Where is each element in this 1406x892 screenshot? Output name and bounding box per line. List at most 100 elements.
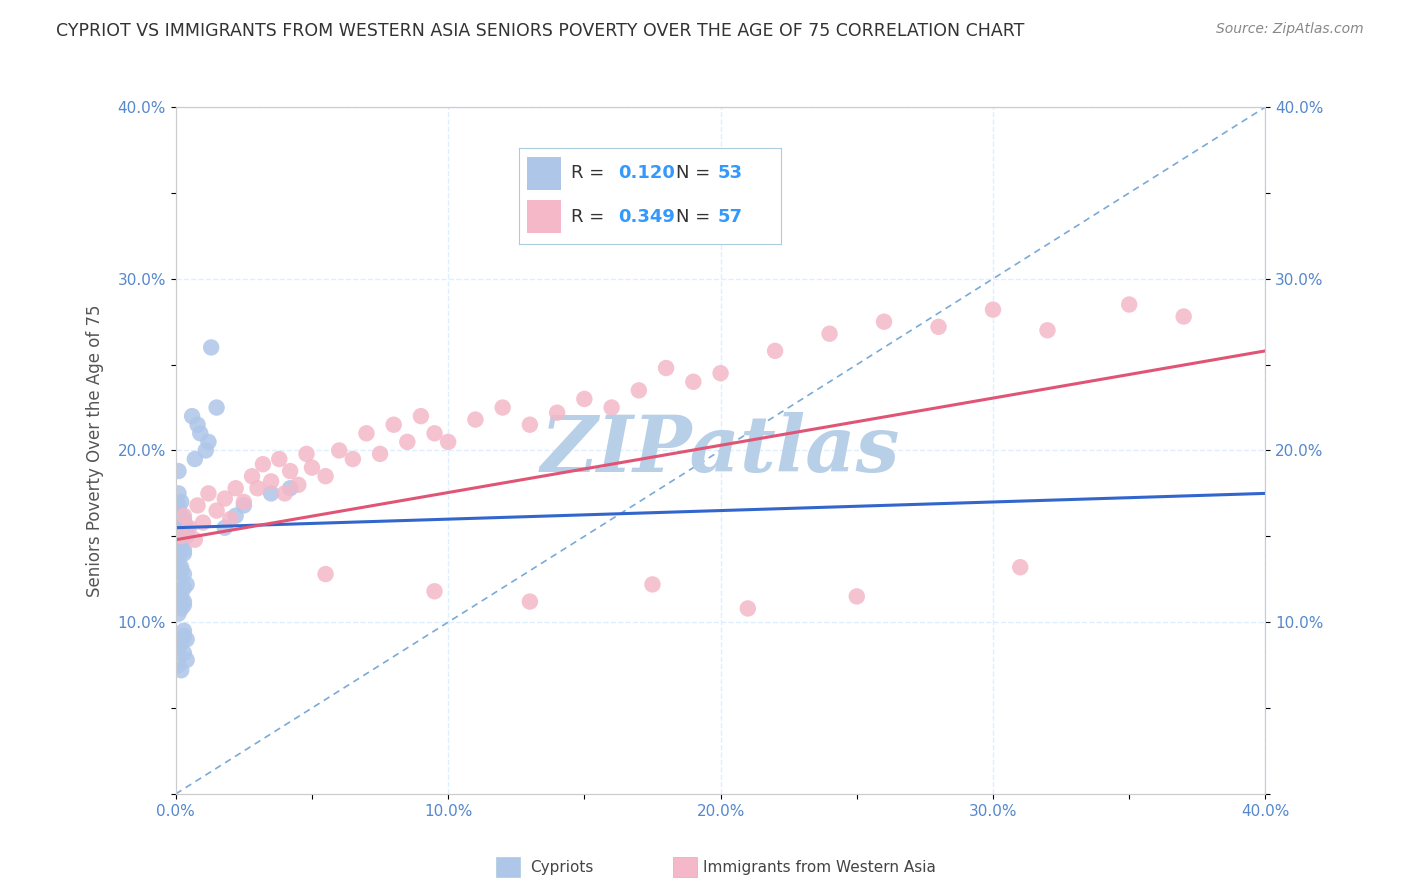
Point [194, 443, 217, 458]
Point [409, 409, 432, 423]
Point [423, 426, 446, 441]
Point [167, 499, 190, 513]
Point [928, 319, 950, 334]
Point [167, 555, 190, 569]
Text: R =: R = [571, 208, 610, 226]
Point [188, 426, 211, 441]
Point [1036, 323, 1059, 337]
Bar [527, 157, 561, 190]
Point [170, 560, 193, 574]
Point [641, 577, 664, 591]
Point [170, 538, 193, 552]
Point [315, 469, 337, 483]
Point [186, 499, 209, 513]
Point [232, 495, 254, 509]
Bar [527, 200, 561, 233]
Point [710, 366, 733, 380]
Text: 57: 57 [717, 208, 742, 226]
Point [240, 469, 263, 483]
Point [167, 503, 190, 517]
Point [191, 516, 214, 530]
Point [184, 533, 207, 547]
Point [176, 525, 198, 540]
Point [464, 412, 486, 426]
Point [278, 481, 301, 495]
Point [167, 607, 190, 621]
Point [176, 653, 198, 667]
Text: CYPRIOT VS IMMIGRANTS FROM WESTERN ASIA SENIORS POVERTY OVER THE AGE OF 75 CORRE: CYPRIOT VS IMMIGRANTS FROM WESTERN ASIA … [56, 22, 1025, 40]
Point [295, 447, 318, 461]
Point [176, 632, 198, 647]
Point [167, 640, 190, 655]
Point [546, 406, 568, 420]
Text: Immigrants from Western Asia: Immigrants from Western Asia [703, 860, 936, 874]
Point [574, 392, 596, 406]
Point [225, 481, 247, 495]
Point [170, 538, 193, 552]
Text: 0.120: 0.120 [619, 164, 675, 182]
Point [173, 594, 195, 608]
Text: 0.349: 0.349 [619, 208, 675, 226]
Text: R =: R = [571, 164, 610, 182]
Point [627, 384, 650, 398]
Point [170, 495, 193, 509]
Text: Cypriots: Cypriots [530, 860, 593, 874]
Point [252, 457, 274, 471]
Point [269, 452, 291, 467]
Point [278, 464, 301, 478]
Point [682, 375, 704, 389]
Point [763, 343, 786, 358]
Point [197, 434, 219, 449]
Point [818, 326, 841, 341]
Point [423, 584, 446, 599]
Point [205, 503, 228, 517]
Point [173, 567, 195, 582]
Point [173, 646, 195, 660]
Bar [496, 857, 520, 877]
Point [315, 567, 337, 582]
Point [328, 443, 350, 458]
Point [173, 512, 195, 526]
Point [167, 584, 190, 599]
Point [173, 543, 195, 558]
Point [342, 452, 364, 467]
Point [170, 521, 193, 535]
Point [173, 598, 195, 612]
Point [170, 564, 193, 578]
Point [170, 529, 193, 543]
Point [246, 481, 269, 495]
Point [873, 315, 896, 329]
Point [260, 475, 283, 489]
Point [981, 302, 1004, 317]
Point [173, 546, 195, 561]
Point [396, 434, 419, 449]
Point [167, 658, 190, 673]
Point [437, 434, 460, 449]
Point [179, 521, 201, 535]
Point [737, 601, 759, 615]
Point [287, 478, 309, 492]
Point [176, 577, 198, 591]
Point [200, 340, 222, 354]
Point [173, 516, 195, 530]
Point [845, 590, 868, 604]
Point [184, 452, 207, 467]
Point [173, 624, 195, 638]
Text: N =: N = [676, 208, 716, 226]
Point [214, 491, 236, 506]
Point [197, 486, 219, 500]
Point [492, 401, 515, 415]
Point [205, 401, 228, 415]
Point [170, 601, 193, 615]
Point [382, 417, 405, 432]
Y-axis label: Seniors Poverty Over the Age of 75: Seniors Poverty Over the Age of 75 [86, 304, 104, 597]
Point [167, 549, 190, 564]
Point [167, 464, 190, 478]
Point [368, 447, 391, 461]
Point [167, 572, 190, 586]
Point [173, 581, 195, 595]
Point [173, 629, 195, 643]
Point [214, 521, 236, 535]
Point [1173, 310, 1195, 324]
Point [274, 486, 297, 500]
